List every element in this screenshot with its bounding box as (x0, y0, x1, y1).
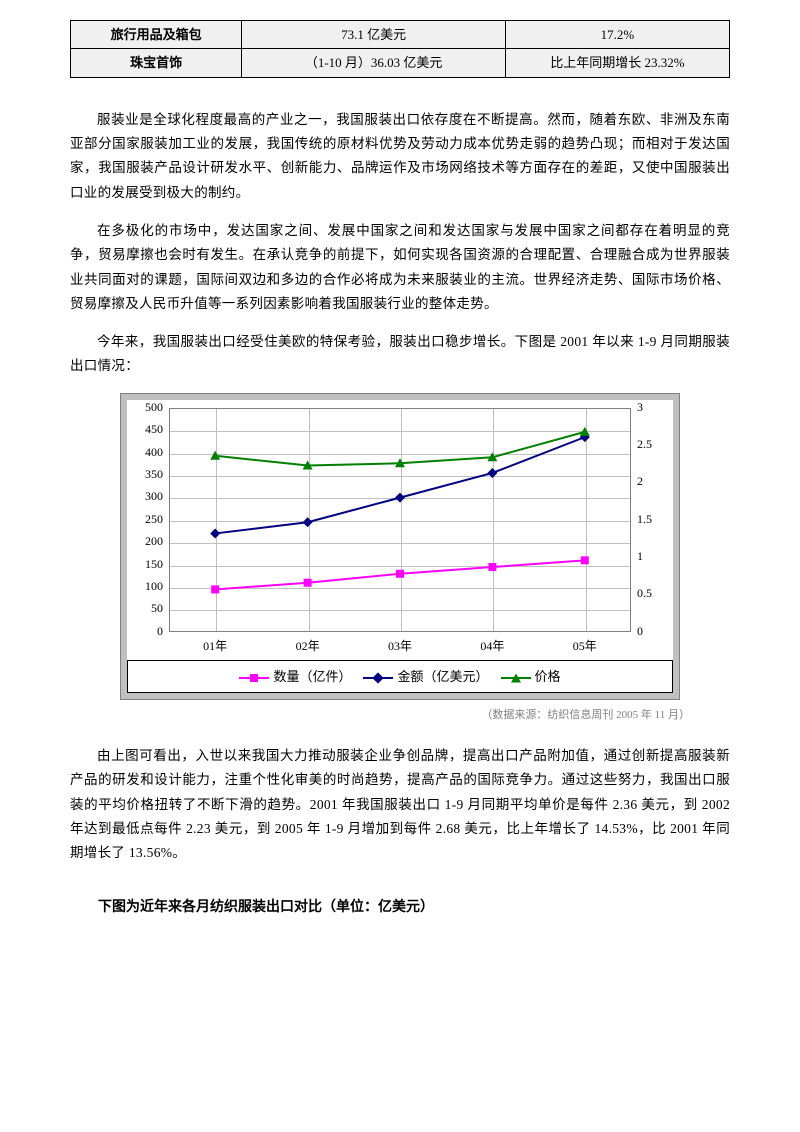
next-chart-heading: 下图为近年来各月纺织服装出口对比（单位：亿美元） (70, 895, 730, 920)
cell: 旅行用品及箱包 (71, 21, 242, 49)
cell: 比上年同期增长 23.32% (505, 49, 729, 77)
y-left-tick: 350 (127, 464, 163, 486)
y-right-tick: 2.5 (637, 434, 673, 456)
cell: （1-10 月）36.03 亿美元 (242, 49, 506, 77)
x-tick: 03年 (388, 636, 412, 658)
legend-item: 数量（亿件） (239, 665, 351, 688)
y-left-tick: 0 (127, 621, 163, 643)
y-right-tick: 3 (637, 397, 673, 419)
y-left-tick: 300 (127, 487, 163, 509)
x-tick: 04年 (480, 636, 504, 658)
export-chart: 050100150200250300350400450500 00.511.52… (120, 393, 680, 700)
y-left-tick: 450 (127, 419, 163, 441)
cell: 珠宝首饰 (71, 49, 242, 77)
y-left-tick: 50 (127, 599, 163, 621)
y-left-tick: 400 (127, 442, 163, 464)
table-row: 旅行用品及箱包 73.1 亿美元 17.2% (71, 21, 730, 49)
y-right-tick: 0 (637, 621, 673, 643)
y-left-tick: 250 (127, 509, 163, 531)
cell: 73.1 亿美元 (242, 21, 506, 49)
paragraph-1: 服装业是全球化程度最高的产业之一，我国服装出口依存度在不断提高。然而，随着东欧、… (70, 108, 730, 205)
y-left-tick: 100 (127, 576, 163, 598)
y-right-tick: 0.5 (637, 584, 673, 606)
y-left-tick: 200 (127, 531, 163, 553)
y-right-tick: 1 (637, 546, 673, 568)
summary-table: 旅行用品及箱包 73.1 亿美元 17.2% 珠宝首饰 （1-10 月）36.0… (70, 20, 730, 78)
y-right-tick: 1.5 (637, 509, 673, 531)
table-row: 珠宝首饰 （1-10 月）36.03 亿美元 比上年同期增长 23.32% (71, 49, 730, 77)
source-note: （数据来源：纺织信息周刊 2005 年 11 月） (70, 706, 690, 726)
cell: 17.2% (505, 21, 729, 49)
x-tick: 05年 (573, 636, 597, 658)
chart-svg (169, 408, 631, 632)
y-right-tick: 2 (637, 472, 673, 494)
legend-item: 价格 (501, 665, 561, 688)
y-left-tick: 500 (127, 397, 163, 419)
y-left-tick: 150 (127, 554, 163, 576)
legend-item: 金额（亿美元） (363, 665, 488, 688)
chart-legend: 数量（亿件） 金额（亿美元） 价格 (127, 660, 673, 693)
x-tick: 02年 (296, 636, 320, 658)
paragraph-2: 在多极化的市场中，发达国家之间、发展中国家之间和发达国家与发展中国家之间都存在着… (70, 219, 730, 316)
paragraph-3: 今年来，我国服装出口经受住美欧的特保考验，服装出口稳步增长。下图是 2001 年… (70, 330, 730, 379)
paragraph-4: 由上图可看出，入世以来我国大力推动服装企业争创品牌，提高出口产品附加值，通过创新… (70, 744, 730, 865)
x-tick: 01年 (203, 636, 227, 658)
